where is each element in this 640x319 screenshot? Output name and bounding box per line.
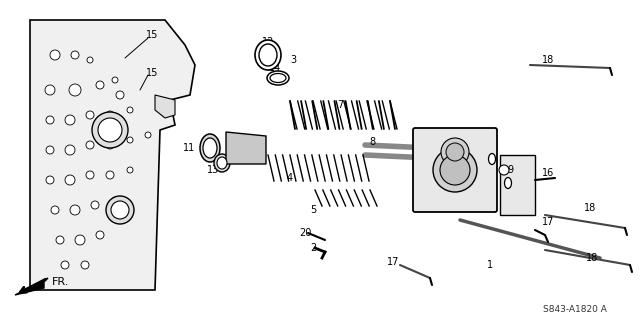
Circle shape bbox=[116, 91, 124, 99]
Circle shape bbox=[65, 175, 75, 185]
Polygon shape bbox=[15, 278, 48, 295]
Text: 4: 4 bbox=[287, 173, 293, 183]
Polygon shape bbox=[226, 132, 266, 164]
Circle shape bbox=[65, 145, 75, 155]
Circle shape bbox=[112, 197, 118, 203]
Text: 10: 10 bbox=[434, 133, 446, 143]
Circle shape bbox=[70, 205, 80, 215]
Text: S843-A1820 A: S843-A1820 A bbox=[543, 306, 607, 315]
Text: 2: 2 bbox=[310, 243, 316, 253]
Circle shape bbox=[112, 77, 118, 83]
Circle shape bbox=[50, 50, 60, 60]
Circle shape bbox=[96, 81, 104, 89]
Circle shape bbox=[81, 261, 89, 269]
Circle shape bbox=[46, 116, 54, 124]
Text: 3: 3 bbox=[290, 55, 296, 65]
Circle shape bbox=[446, 143, 464, 161]
Text: 17: 17 bbox=[387, 257, 399, 267]
Circle shape bbox=[127, 107, 133, 113]
Text: 19: 19 bbox=[474, 188, 486, 198]
Text: 15: 15 bbox=[146, 68, 158, 78]
Circle shape bbox=[46, 176, 54, 184]
Circle shape bbox=[61, 261, 69, 269]
Text: 15: 15 bbox=[146, 30, 158, 40]
Ellipse shape bbox=[504, 177, 511, 189]
Text: FR.: FR. bbox=[52, 277, 69, 287]
Ellipse shape bbox=[203, 138, 217, 158]
Circle shape bbox=[91, 201, 99, 209]
Text: 14: 14 bbox=[269, 63, 281, 73]
Text: 11: 11 bbox=[183, 143, 195, 153]
Circle shape bbox=[106, 196, 134, 224]
Text: 5: 5 bbox=[310, 205, 316, 215]
Circle shape bbox=[46, 146, 54, 154]
Text: 16: 16 bbox=[542, 168, 554, 178]
Circle shape bbox=[45, 85, 55, 95]
Polygon shape bbox=[30, 20, 195, 290]
Circle shape bbox=[106, 171, 114, 179]
Circle shape bbox=[127, 167, 133, 173]
Circle shape bbox=[111, 201, 129, 219]
Ellipse shape bbox=[217, 157, 227, 169]
Circle shape bbox=[127, 137, 133, 143]
Circle shape bbox=[441, 138, 469, 166]
Circle shape bbox=[145, 132, 151, 138]
Circle shape bbox=[75, 235, 85, 245]
Circle shape bbox=[106, 111, 114, 119]
Bar bbox=[500, 155, 535, 215]
Circle shape bbox=[92, 112, 128, 148]
Text: 8: 8 bbox=[369, 137, 375, 147]
Bar bbox=[80, 250, 120, 268]
Text: 18: 18 bbox=[542, 55, 554, 65]
Circle shape bbox=[96, 231, 104, 239]
Circle shape bbox=[65, 115, 75, 125]
Circle shape bbox=[98, 118, 122, 142]
FancyBboxPatch shape bbox=[413, 128, 497, 212]
Circle shape bbox=[86, 141, 94, 149]
Ellipse shape bbox=[488, 153, 495, 165]
Circle shape bbox=[69, 84, 81, 96]
Text: 20: 20 bbox=[299, 228, 311, 238]
Text: 9: 9 bbox=[507, 165, 513, 175]
Circle shape bbox=[51, 206, 59, 214]
Ellipse shape bbox=[267, 71, 289, 85]
Circle shape bbox=[87, 57, 93, 63]
Circle shape bbox=[56, 236, 64, 244]
Text: 12: 12 bbox=[262, 37, 274, 47]
Circle shape bbox=[433, 148, 477, 192]
Polygon shape bbox=[155, 95, 175, 118]
Circle shape bbox=[86, 171, 94, 179]
Text: 17: 17 bbox=[542, 217, 554, 227]
Circle shape bbox=[71, 51, 79, 59]
Text: 19: 19 bbox=[484, 173, 496, 183]
Circle shape bbox=[499, 165, 509, 175]
Text: 18: 18 bbox=[586, 253, 598, 263]
Text: 1: 1 bbox=[487, 260, 493, 270]
Circle shape bbox=[106, 141, 114, 149]
Text: 6: 6 bbox=[225, 153, 231, 163]
Ellipse shape bbox=[270, 73, 286, 83]
Text: 18: 18 bbox=[584, 203, 596, 213]
Ellipse shape bbox=[255, 40, 281, 70]
Circle shape bbox=[440, 155, 470, 185]
Ellipse shape bbox=[259, 44, 277, 66]
Text: 13: 13 bbox=[207, 165, 219, 175]
Text: 7: 7 bbox=[337, 100, 343, 110]
Ellipse shape bbox=[200, 134, 220, 162]
Ellipse shape bbox=[214, 154, 230, 172]
Circle shape bbox=[86, 111, 94, 119]
